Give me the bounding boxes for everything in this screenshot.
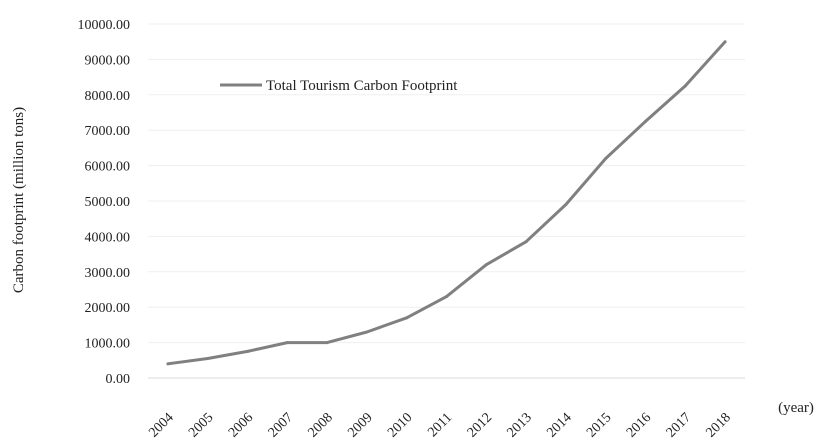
x-tick-label: 2017 bbox=[664, 410, 694, 440]
y-tick-label: 3000.00 bbox=[85, 266, 131, 281]
y-tick-label: 9000.00 bbox=[85, 53, 131, 68]
legend-label: Total Tourism Carbon Footprint bbox=[266, 78, 458, 94]
x-tick-label: 2014 bbox=[544, 410, 574, 440]
x-tick-label: 2013 bbox=[505, 410, 535, 440]
data-point bbox=[445, 295, 448, 299]
data-point bbox=[644, 119, 647, 123]
y-tick-label: 4000.00 bbox=[85, 230, 131, 245]
y-tick-label: 7000.00 bbox=[85, 124, 131, 139]
x-tick-label: 2015 bbox=[584, 410, 614, 440]
x-tick-label: 2010 bbox=[385, 410, 415, 440]
y-tick-label: 2000.00 bbox=[85, 301, 131, 316]
gridlines bbox=[148, 23, 745, 344]
x-tick-label: 2007 bbox=[266, 410, 296, 440]
y-axis-label: Carbon footprint (million tons) bbox=[11, 107, 27, 293]
x-axis-label: (year) bbox=[778, 400, 814, 416]
x-tick-label: 2012 bbox=[465, 410, 495, 440]
y-tick-label: 5000.00 bbox=[85, 195, 131, 210]
data-point bbox=[524, 240, 528, 244]
y-tick-label: 0.00 bbox=[106, 372, 131, 387]
data-point bbox=[484, 263, 488, 267]
x-tick-label: 2006 bbox=[226, 410, 256, 440]
data-point bbox=[246, 349, 249, 353]
data-point bbox=[325, 341, 329, 345]
y-tick-label: 6000.00 bbox=[85, 160, 131, 175]
data-point bbox=[285, 341, 289, 345]
x-tick-label: 2008 bbox=[306, 410, 336, 440]
data-point bbox=[405, 316, 409, 320]
legend: Total Tourism Carbon Footprint bbox=[220, 78, 458, 94]
series-layer bbox=[166, 40, 727, 366]
x-tick-label: 2016 bbox=[624, 410, 654, 440]
x-tick-label: 2011 bbox=[425, 410, 455, 440]
data-point bbox=[166, 362, 170, 366]
x-tick-label: 2004 bbox=[146, 410, 176, 440]
y-tick-label: 8000.00 bbox=[85, 89, 131, 104]
data-point bbox=[365, 330, 369, 334]
x-tick-label: 2009 bbox=[345, 410, 375, 440]
y-axis-ticks: 0.00 1000.00 2000.00 3000.00 4000.00 5000.00 6… bbox=[78, 18, 131, 387]
x-tick-label: 2018 bbox=[704, 410, 734, 440]
x-tick-label: 2005 bbox=[186, 410, 216, 440]
y-tick-label: 10000.00 bbox=[78, 18, 131, 33]
x-axis-ticks: 2004 2005 2006 2007 2008 2009 2010 2011 2012 2013… bbox=[146, 410, 734, 440]
y-tick-label: 1000.00 bbox=[85, 337, 131, 352]
data-point bbox=[683, 84, 687, 88]
data-point bbox=[564, 203, 568, 207]
data-point bbox=[723, 40, 727, 44]
data-point bbox=[206, 357, 210, 361]
data-point bbox=[604, 157, 608, 161]
